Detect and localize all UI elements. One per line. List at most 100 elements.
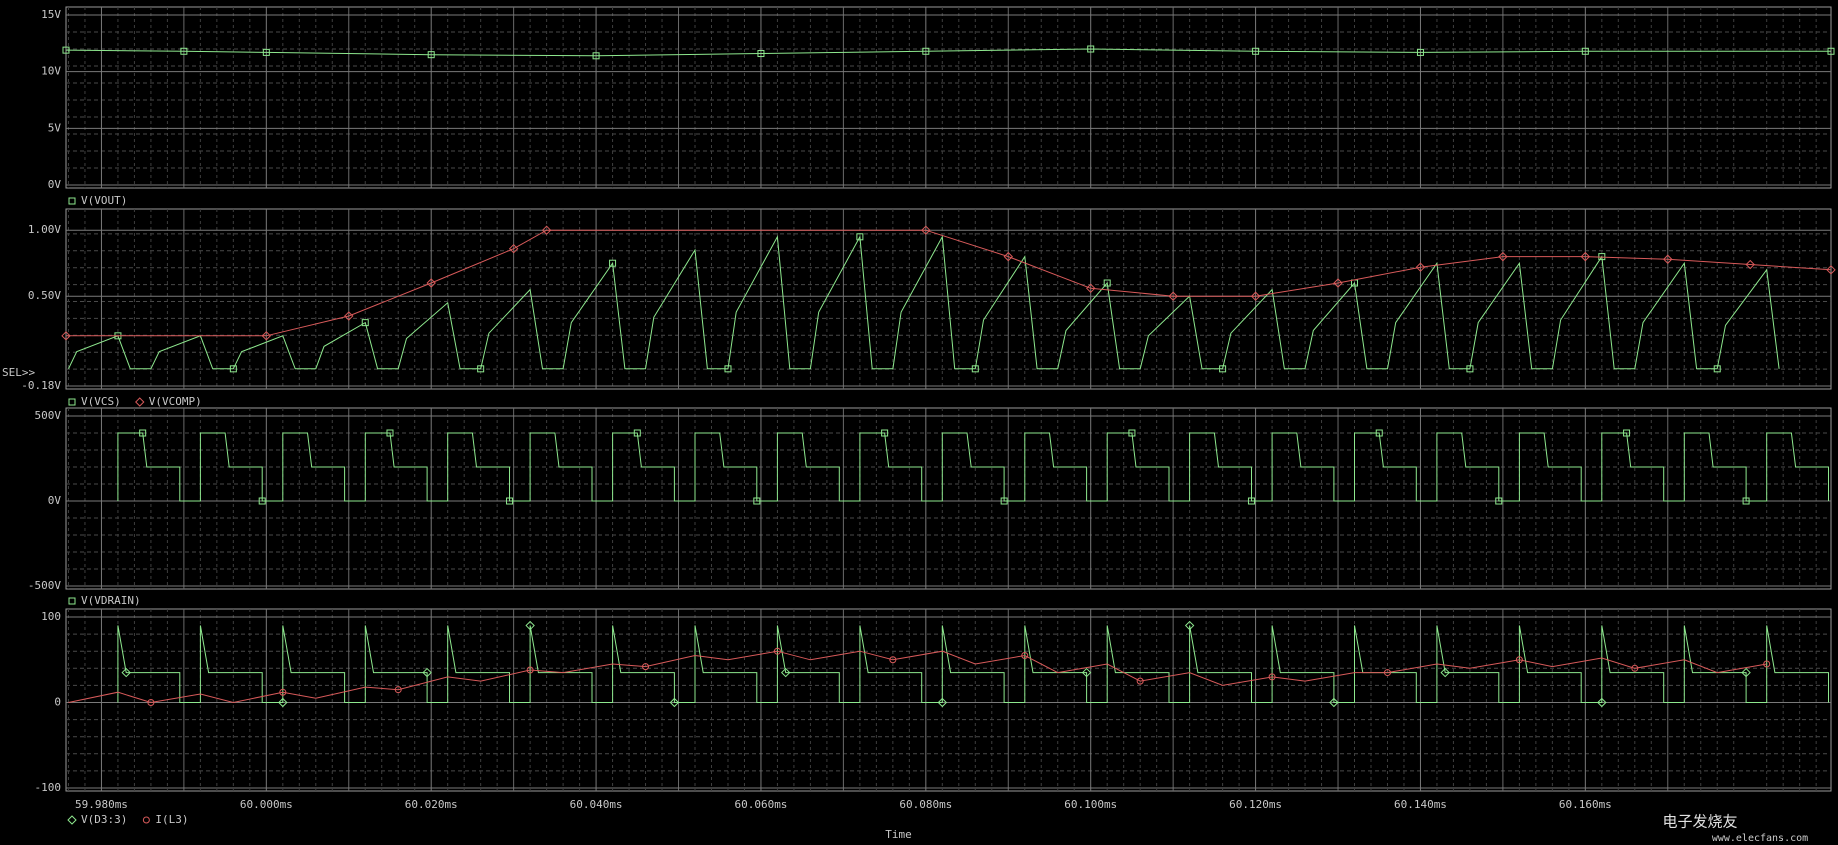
marker xyxy=(669,697,680,708)
marker xyxy=(1745,259,1755,270)
marker xyxy=(1597,697,1607,708)
y-tick-label: 5V xyxy=(48,121,62,134)
x-tick-label: 60.060ms xyxy=(734,798,787,811)
plot-frame xyxy=(65,208,1832,390)
marker xyxy=(68,197,76,205)
marker xyxy=(1631,664,1639,672)
marker xyxy=(1250,291,1261,301)
marker xyxy=(609,259,617,267)
x-axis-title: Time xyxy=(885,828,912,841)
marker xyxy=(427,51,435,59)
legend-label: I(L3) xyxy=(155,813,188,826)
marker xyxy=(889,656,897,664)
y-tick-label: 500V xyxy=(35,409,62,422)
x-tick-label: 60.000ms xyxy=(240,798,293,811)
marker xyxy=(1252,47,1260,55)
marker xyxy=(61,331,71,341)
marker xyxy=(1219,365,1227,373)
marker xyxy=(229,365,237,373)
marker xyxy=(780,667,791,678)
marker xyxy=(506,497,514,505)
marker xyxy=(1184,620,1195,631)
marker xyxy=(881,429,889,437)
marker xyxy=(279,688,287,696)
marker xyxy=(1498,251,1508,262)
marker xyxy=(1003,251,1013,262)
marker xyxy=(1826,265,1836,275)
marker xyxy=(1440,667,1450,678)
y-tick-label: 1.00V xyxy=(28,223,61,236)
marker xyxy=(361,319,369,327)
marker xyxy=(508,243,519,254)
marker xyxy=(1247,497,1255,505)
marker xyxy=(1103,279,1111,287)
marker xyxy=(394,686,402,694)
marker xyxy=(1383,669,1391,677)
marker xyxy=(1168,291,1178,301)
marker xyxy=(937,697,948,708)
trace xyxy=(65,48,1831,57)
y-tick-label: -500V xyxy=(28,579,61,592)
marker xyxy=(757,50,765,58)
trace xyxy=(66,229,1832,337)
plot-frame xyxy=(65,608,1832,792)
marker xyxy=(1329,697,1339,708)
marker xyxy=(642,663,650,671)
x-tick-label: 60.040ms xyxy=(570,798,623,811)
y-tick-label: 0V xyxy=(48,178,62,191)
marker xyxy=(1085,283,1096,294)
marker xyxy=(1087,45,1095,53)
marker xyxy=(1000,497,1008,505)
marker xyxy=(1581,47,1589,55)
marker xyxy=(68,398,76,406)
marker xyxy=(753,497,761,505)
marker xyxy=(541,225,552,235)
marker xyxy=(592,52,600,60)
marker xyxy=(344,311,354,321)
marker xyxy=(1466,365,1474,373)
marker xyxy=(1580,251,1591,262)
x-tick-label: 60.080ms xyxy=(899,798,952,811)
marker xyxy=(477,365,485,373)
plot-frame xyxy=(65,6,1832,189)
marker xyxy=(142,816,150,824)
marker xyxy=(1763,660,1771,668)
marker xyxy=(1713,365,1721,373)
legend-label: V(VOUT) xyxy=(81,194,127,207)
marker xyxy=(1495,497,1503,505)
y-tick-label: -100 xyxy=(35,781,62,794)
marker xyxy=(1742,497,1750,505)
legend-label: V(VCS) xyxy=(81,395,121,408)
trace xyxy=(68,235,1780,370)
marker xyxy=(422,667,432,678)
y-tick-label: 0V xyxy=(48,494,62,507)
marker xyxy=(1268,673,1276,681)
marker xyxy=(773,647,781,655)
marker xyxy=(135,397,145,407)
marker xyxy=(724,365,732,373)
trace xyxy=(68,650,1767,704)
marker xyxy=(525,620,535,631)
marker xyxy=(147,699,155,706)
y-tick-label: 10V xyxy=(41,65,61,78)
marker xyxy=(262,48,270,56)
x-tick-label: 60.100ms xyxy=(1064,798,1117,811)
marker xyxy=(1415,262,1426,272)
y-tick-label: 0 xyxy=(54,696,61,709)
marker xyxy=(1741,667,1751,678)
marker xyxy=(1623,429,1631,437)
trace xyxy=(117,432,1829,502)
marker xyxy=(68,597,76,605)
y-tick-label: 0.50V xyxy=(28,289,61,302)
marker xyxy=(1827,47,1835,55)
x-tick-label: 59.980ms xyxy=(75,798,128,811)
marker xyxy=(526,666,534,674)
marker xyxy=(67,815,77,825)
marker xyxy=(258,497,266,505)
x-tick-label: 60.020ms xyxy=(405,798,458,811)
x-tick-label: 60.140ms xyxy=(1394,798,1447,811)
marker xyxy=(633,429,641,437)
marker xyxy=(1128,429,1136,437)
